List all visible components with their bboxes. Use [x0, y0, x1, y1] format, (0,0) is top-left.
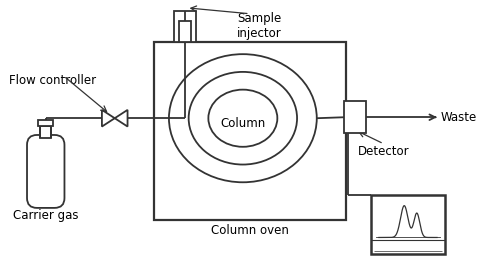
Bar [38, 120, 53, 126]
Bar [174, 11, 195, 42]
FancyBboxPatch shape [27, 135, 65, 208]
Text: Column: Column [220, 117, 265, 130]
Bar [40, 126, 51, 138]
Text: Detector: Detector [358, 145, 410, 158]
Text: Sample
injector: Sample injector [237, 12, 282, 40]
Text: Carrier gas: Carrier gas [13, 209, 79, 222]
Text: Flow controller: Flow controller [9, 74, 96, 87]
Text: Waste: Waste [441, 111, 477, 124]
Bar [371, 195, 445, 254]
Bar [345, 101, 366, 133]
Bar [179, 21, 191, 42]
Text: Column oven: Column oven [211, 224, 289, 237]
Bar [154, 42, 347, 220]
